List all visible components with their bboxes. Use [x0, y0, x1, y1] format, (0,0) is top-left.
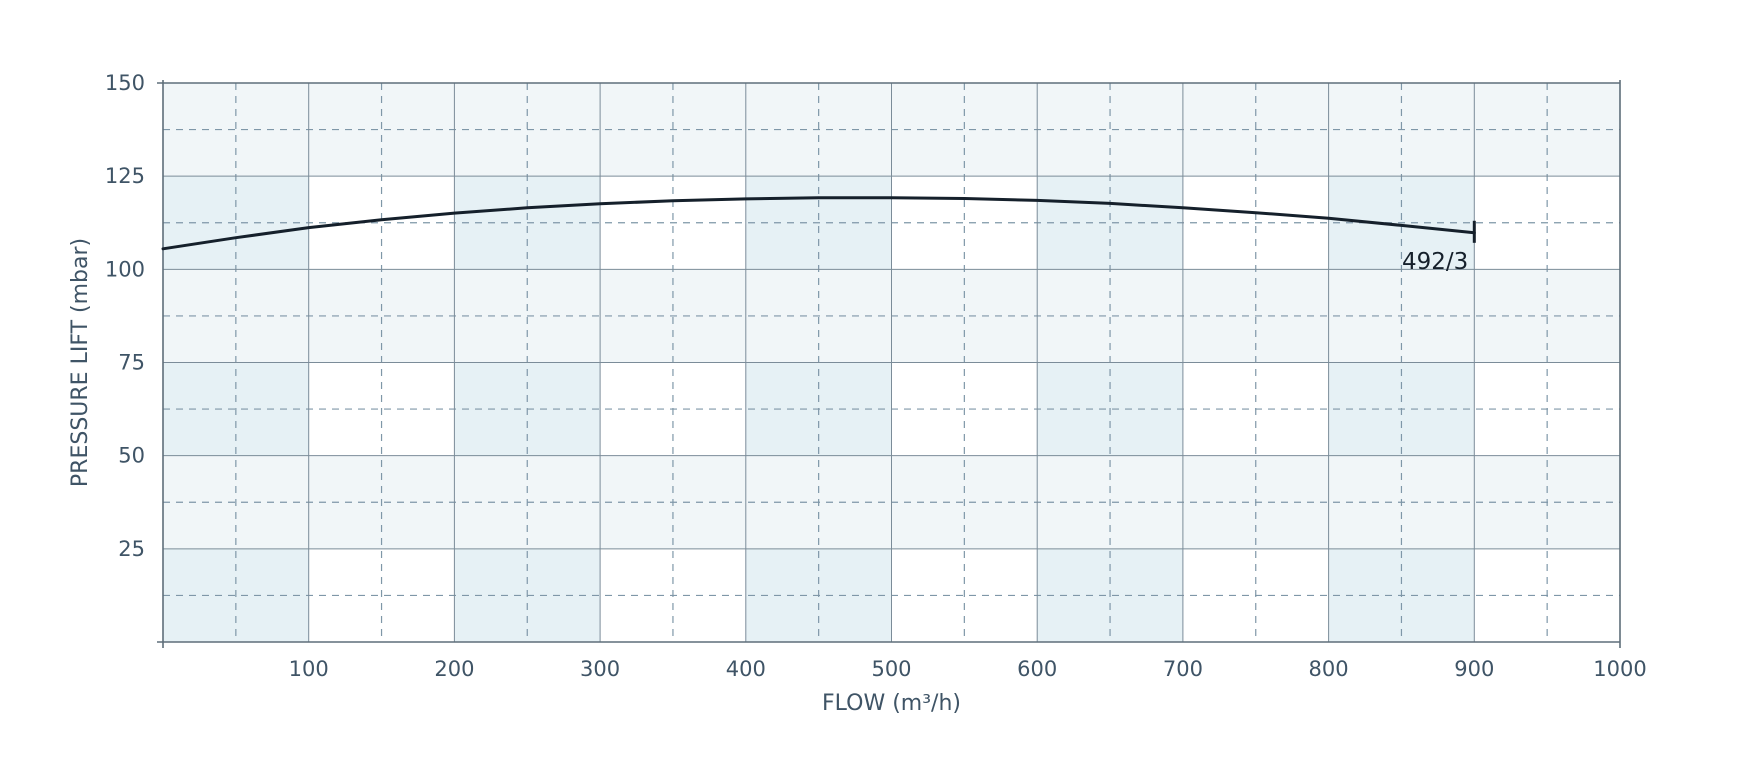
x-tick-labels: 100 200 300 400 500 600 700 800 900 1000	[289, 657, 1647, 681]
x-axis-title: FLOW (m³/h)	[822, 691, 961, 716]
x-tick-label: 200	[434, 657, 474, 681]
curve-label: 492/3	[1402, 249, 1468, 275]
y-tick-label: 125	[105, 164, 145, 188]
x-tick-label: 900	[1454, 657, 1494, 681]
y-tick-label: 75	[118, 351, 145, 375]
y-tick-labels: 25 50 75 100 125 150	[105, 71, 145, 561]
series-group: 492/3	[161, 196, 1476, 275]
major-grid	[163, 83, 1620, 642]
y-tick-label: 150	[105, 71, 145, 95]
x-tick-label: 700	[1163, 657, 1203, 681]
axes	[157, 80, 1621, 648]
y-axis-title: PRESSURE LIFT (mbar)	[68, 238, 93, 487]
x-tick-label: 300	[580, 657, 620, 681]
x-tick-label: 800	[1309, 657, 1349, 681]
x-tick-label: 1000	[1593, 657, 1646, 681]
y-tick-label: 100	[105, 257, 145, 281]
x-tick-label: 500	[871, 657, 911, 681]
x-tick-label: 100	[289, 657, 329, 681]
y-tick-label: 25	[118, 537, 145, 561]
pressure-curve	[161, 196, 1476, 251]
x-tick-label: 400	[726, 657, 766, 681]
x-tick-label: 600	[1017, 657, 1057, 681]
y-tick-label: 50	[118, 444, 145, 468]
